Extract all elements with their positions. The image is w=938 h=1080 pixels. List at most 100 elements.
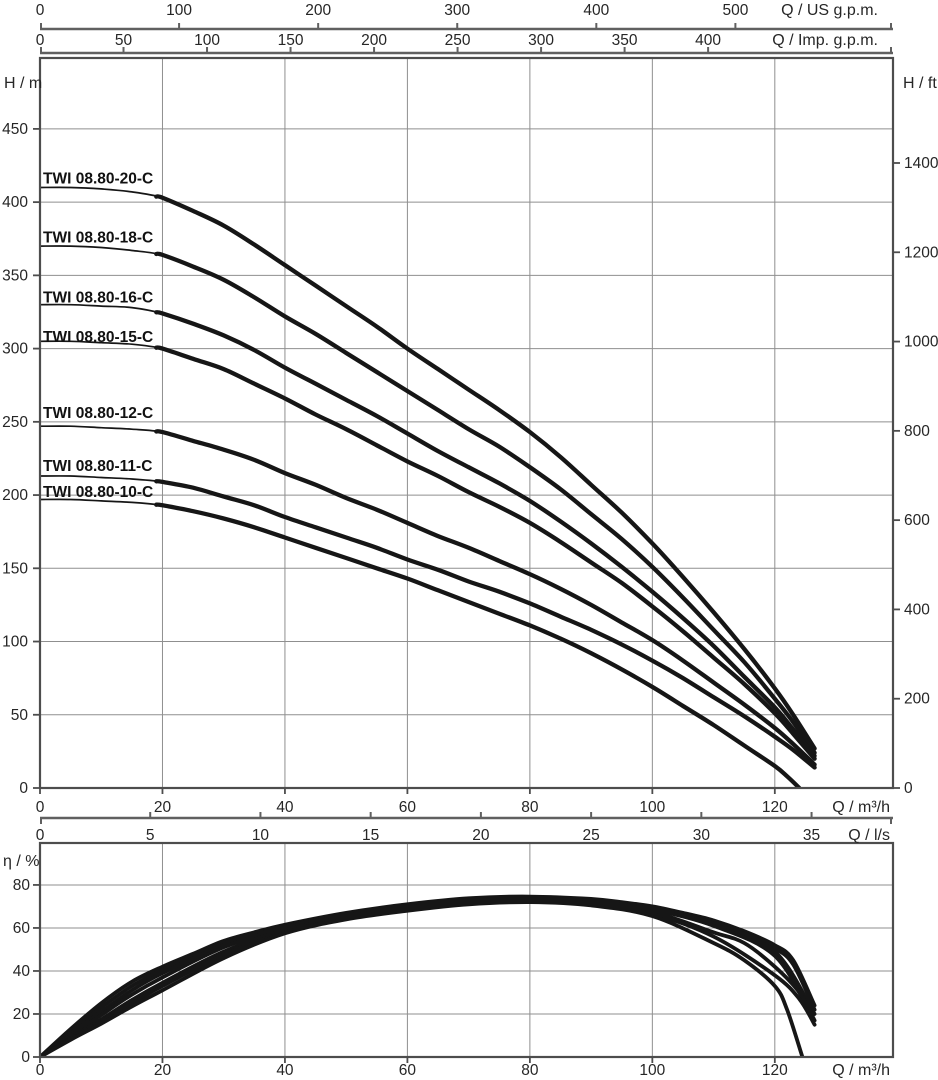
top-scale-tick-label: 400 — [583, 2, 609, 19]
efficiency-chart-curves — [40, 894, 817, 1057]
eta-tick-label: 20 — [13, 1006, 31, 1023]
q-ls-tick-label: 30 — [693, 827, 711, 844]
curve-label-TWI-08-80-16-C: TWI 08.80-16-C — [43, 289, 153, 306]
top-scale-tick-label: 50 — [115, 32, 133, 49]
top-scale-tick-label: 200 — [305, 2, 331, 19]
eta-tick-label: 40 — [13, 963, 31, 980]
q-m3h-tick-label: 60 — [399, 799, 417, 816]
q-ls-tick-label: 0 — [36, 827, 45, 844]
h-ft-axis-title: H / ft — [903, 75, 937, 92]
curve-TWI-08-80-18-C — [40, 245, 816, 754]
head-curve-labels: TWI 08.80-20-C TWI 08.80-18-C TWI 08.80-16… — [43, 171, 153, 501]
top-scale-tick-label: 100 — [194, 32, 220, 49]
head-chart-border — [38, 56, 895, 790]
top-scale-tick-label: 0 — [36, 2, 45, 19]
q-m3h-tick-label: 20 — [154, 1062, 172, 1079]
q-m3h-tick-label: 0 — [36, 799, 45, 816]
top-scale-tick-label: 250 — [445, 32, 471, 49]
eff-axis-top-0: 0 5 10 15 20 25 30 35 Q / l/s — [36, 812, 893, 844]
top-scale-tick-label: 300 — [444, 2, 470, 19]
h-ft-tick-label: 1000 — [904, 334, 938, 351]
top-scale-tick-label: 0 — [36, 32, 45, 49]
q-m3h-tick-label: 100 — [639, 799, 665, 816]
q-m3h-tick-label: 120 — [762, 799, 788, 816]
curve-TWI-08-80-10-C — [40, 900, 805, 1057]
curve-thick-TWI-08-80-15-C — [154, 345, 817, 761]
h-ft-tick-label: 1200 — [904, 244, 938, 261]
q-m3h-tick-label: 20 — [154, 799, 172, 816]
h-ft-tick-label: 800 — [904, 423, 930, 440]
curve-label-TWI-08-80-18-C: TWI 08.80-18-C — [43, 229, 153, 246]
h-ft-tick-label: 600 — [904, 512, 930, 529]
q-m3h-axis-title: Q / m³/h — [832, 799, 890, 816]
h-m-axis-title: H / m — [4, 75, 42, 92]
head-axis-left: 0 50 100 150 200 250 300 350 400 450 H / m — [2, 75, 42, 797]
eta-tick-label: 0 — [21, 1049, 30, 1066]
q-ls-tick-label: 35 — [803, 827, 820, 844]
curve-thick-TWI-08-80-11-C — [154, 479, 817, 770]
h-m-tick-label: 250 — [2, 414, 28, 431]
head-axis-right: 0 200 400 600 800 1000 1200 1400 H / ft — [893, 75, 938, 797]
h-ft-tick-label: 400 — [904, 601, 930, 618]
h-m-tick-label: 450 — [2, 121, 28, 138]
q-m3h-tick-label: 120 — [762, 1062, 788, 1079]
h-m-tick-label: 100 — [2, 634, 28, 651]
q-m3h-tick-label: 60 — [399, 1062, 417, 1079]
q-m3h-tick-label: 40 — [276, 799, 294, 816]
top-scale-title: Q / Imp. g.p.m. — [772, 32, 878, 49]
top-scale-tick-label: 300 — [528, 32, 554, 49]
h-m-tick-label: 0 — [19, 780, 28, 797]
curve-TWI-08-80-20-C — [40, 186, 816, 750]
efficiency-chart-border — [38, 841, 895, 1059]
head-chart-grid — [40, 58, 893, 788]
curve-TWI-08-80-12-C — [40, 898, 817, 1057]
q-ls-tick-label: 5 — [146, 827, 155, 844]
q-ls-tick-label: 15 — [362, 827, 379, 844]
h-m-tick-label: 150 — [2, 560, 28, 577]
h-m-tick-label: 50 — [11, 707, 29, 724]
curve-label-TWI-08-80-12-C: TWI 08.80-12-C — [43, 405, 153, 422]
efficiency-chart: 0 20 40 60 80 η / % 0 20 40 60 80 100 120 Q / m³/h 0 5 1… — [3, 812, 895, 1079]
h-ft-tick-label: 0 — [904, 780, 913, 797]
q-m3h-axis-title: Q / m³/h — [832, 1062, 890, 1079]
curve-thick-TWI-08-80-20-C — [154, 194, 817, 751]
h-ft-tick-label: 200 — [904, 691, 930, 708]
eff-axis-left: 0 20 40 60 80 η / % — [3, 853, 40, 1066]
curve-label-TWI-08-80-11-C: TWI 08.80-11-C — [43, 458, 152, 475]
q-m3h-tick-label: 80 — [521, 799, 539, 816]
curve-TWI-08-80-11-C — [40, 475, 816, 769]
h-m-tick-label: 400 — [2, 194, 28, 211]
q-m3h-tick-label: 100 — [639, 1062, 665, 1079]
head-axis-top-0: 0 100 200 300 400 500 Q / US g.p.m. — [36, 2, 893, 31]
h-m-tick-label: 200 — [2, 487, 28, 504]
top-scale-tick-label: 400 — [695, 32, 721, 49]
q-m3h-tick-label: 80 — [521, 1062, 539, 1079]
h-m-tick-label: 350 — [2, 267, 28, 284]
top-scale-tick-label: 100 — [166, 2, 192, 19]
eta-axis-title: η / % — [3, 853, 39, 870]
curve-label-TWI-08-80-10-C: TWI 08.80-10-C — [43, 484, 153, 501]
q-ls-tick-label: 25 — [582, 827, 599, 844]
eta-tick-label: 60 — [13, 920, 31, 937]
top-scale-tick-label: 500 — [722, 2, 748, 19]
top-scale-title: Q / US g.p.m. — [781, 2, 878, 19]
head-axis-bottom: 0 20 40 60 80 100 120 Q / m³/h — [36, 788, 890, 816]
head-chart-curves — [40, 186, 817, 788]
top-scale-tick-label: 350 — [612, 32, 638, 49]
curve-thick-TWI-08-80-12-C — [154, 429, 817, 767]
top-scale-tick-label: 200 — [361, 32, 387, 49]
h-m-tick-label: 300 — [2, 341, 28, 358]
curve-label-TWI-08-80-20-C: TWI 08.80-20-C — [43, 171, 153, 188]
q-ls-tick-label: 10 — [252, 827, 270, 844]
curve-thick-TWI-08-80-10-C — [154, 502, 802, 788]
q-m3h-tick-label: 0 — [36, 1062, 45, 1079]
eff-axis-bottom: 0 20 40 60 80 100 120 Q / m³/h — [36, 1057, 890, 1079]
top-scale-tick-label: 150 — [278, 32, 304, 49]
curve-TWI-08-80-10-C — [40, 498, 801, 788]
curve-thick-TWI-08-80-16-C — [154, 310, 817, 758]
eta-tick-label: 80 — [13, 877, 31, 894]
head-axis-top-1: 0 50 100 150 200 250 300 350 400 Q / Imp. g.p.m. — [36, 32, 893, 55]
